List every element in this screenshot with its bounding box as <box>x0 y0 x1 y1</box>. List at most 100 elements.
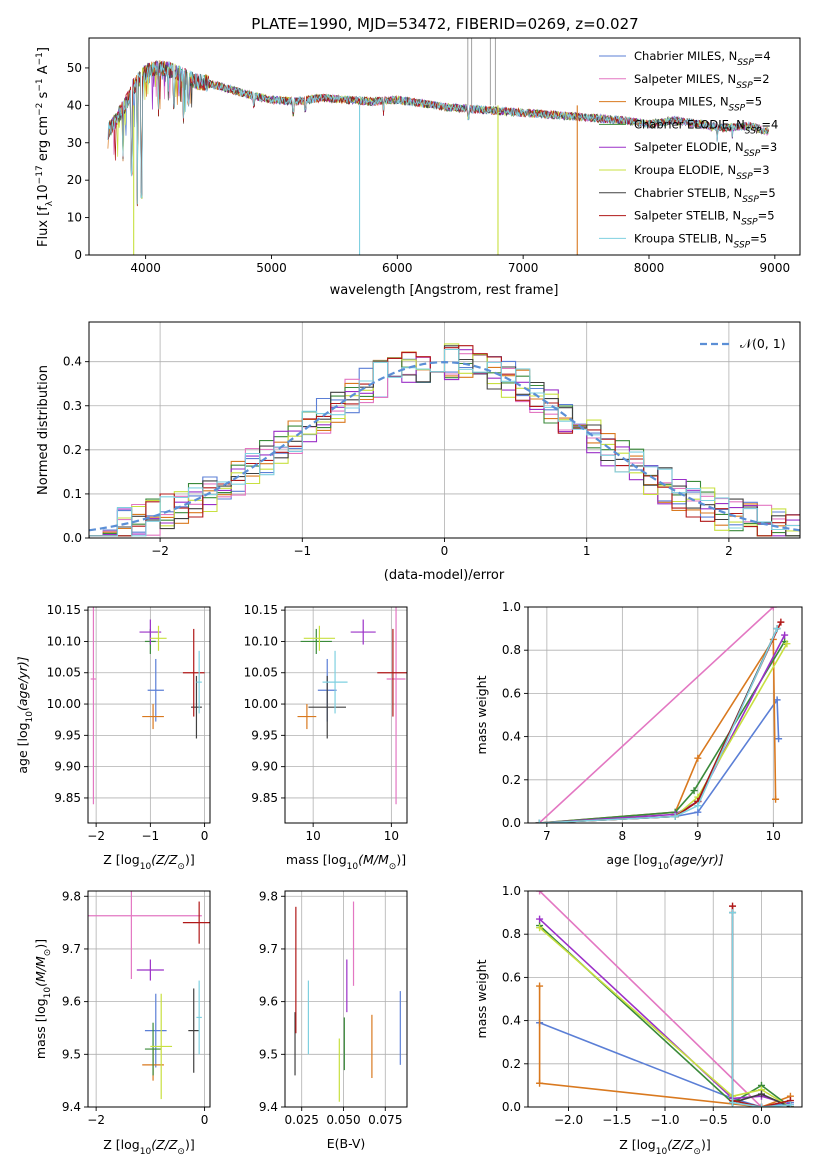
y-tick-label: 0.6 <box>502 970 521 984</box>
y-tick-label: 9.7 <box>259 942 278 956</box>
spectrum-plot: 4000 5000 6000 7000 8000 9000 0 10 20 30 40 50 wavel… <box>35 37 801 298</box>
x-tick-label: 10 <box>766 829 781 843</box>
x-tick-label: 8 <box>619 829 627 843</box>
mass-weight-line <box>539 634 786 823</box>
plot-area <box>89 343 800 538</box>
mass-weight-vs-metallicity-plot: −2.0 −1.5 −1.0 −0.5 0.0 0.0 0.2 0.4 0.6 0.8 1.0 Z [… <box>474 884 803 1157</box>
y-axis-label: mass [log10(M/M⊙)] <box>33 939 53 1059</box>
legend-label: Chabrier STELIB, NSSP=5 <box>634 186 776 205</box>
mass-weight-line <box>539 621 782 823</box>
mass-weight-marker <box>671 813 679 821</box>
y-axis-label: age [log10(age/yr)] <box>15 656 35 773</box>
x-tick-label: 7000 <box>508 261 539 275</box>
y-axis-label: mass weight <box>474 675 489 754</box>
spectrum-line <box>107 61 769 205</box>
legend-label: 𝒩(0, 1) <box>740 336 786 351</box>
mass-weight-marker <box>535 819 543 823</box>
x-tick-label: 0.050 <box>326 1113 360 1127</box>
spectrum-line <box>107 61 769 207</box>
x-tick-label: −0.5 <box>699 1113 728 1127</box>
x-tick-label: 1 <box>583 544 591 558</box>
y-tick-label: 9.5 <box>62 1047 81 1061</box>
y-tick-label: 9.85 <box>54 791 81 805</box>
mass-weight-marker <box>769 607 777 611</box>
mass-weight-line <box>539 927 791 1107</box>
y-tick-label: 9.6 <box>62 995 81 1009</box>
legend-label: Kroupa ELODIE, NSSP=3 <box>634 163 770 182</box>
y-tick-label: 0.2 <box>502 773 521 787</box>
mass-weight-vs-age-plot: 7 8 9 10 0.0 0.2 0.4 0.6 0.8 1.0 age [log10(age/yr… <box>474 600 803 872</box>
legend-label: Salpeter STELIB, NSSP=5 <box>634 209 775 228</box>
mass-weight-marker <box>729 1099 737 1107</box>
y-tick-label: 50 <box>67 61 82 75</box>
x-axis-label: Z [log10(Z/Z⊙)] <box>103 1137 194 1157</box>
y-tick-label: 10.05 <box>244 666 278 680</box>
x-tick-label: −1 <box>142 829 160 843</box>
legend-label: Salpeter MILES, NSSP=2 <box>634 72 770 91</box>
normal-curve <box>89 360 800 532</box>
y-tick-label: 10.10 <box>244 634 278 648</box>
x-tick-label: 10 <box>384 829 399 843</box>
x-tick-label: 4000 <box>130 261 161 275</box>
x-tick-label: 2 <box>725 544 733 558</box>
mass-vs-metallicity-plot: −2 0 9.4 9.5 9.6 9.7 9.8 Z [log10(Z/Z⊙)] mass [l… <box>33 889 211 1157</box>
x-tick-label: −2 <box>87 829 105 843</box>
y-tick-label: 0 <box>74 248 82 262</box>
mass-weight-marker <box>536 982 544 990</box>
y-tick-label: 10.00 <box>244 697 278 711</box>
axes-frame <box>88 37 801 256</box>
mass-weight-line <box>539 925 791 1107</box>
mass-weight-line <box>539 628 778 823</box>
y-tick-label: 10.00 <box>47 697 81 711</box>
x-tick-label: 10 <box>306 829 321 843</box>
x-tick-label: 8000 <box>634 261 665 275</box>
mass-weight-marker <box>729 902 737 910</box>
y-tick-label: 20 <box>67 173 82 187</box>
x-axis-label: Z [log10(Z/Z⊙)] <box>103 852 194 872</box>
age-vs-mass-plot: 10 10 9.85 9.90 9.95 10.00 10.05 10.10 10.15 mass… <box>244 603 408 872</box>
mass-vs-ebv-plot: 0.025 0.050 0.075 9.4 9.5 9.6 9.7 9.8 E(B-V) <box>259 889 408 1151</box>
y-tick-label: 10 <box>67 211 82 225</box>
x-axis-label: (data-model)/error <box>384 568 505 583</box>
mass-weight-marker <box>694 802 702 810</box>
mass-weight-line <box>539 636 777 823</box>
x-axis-label: E(B-V) <box>327 1136 366 1151</box>
mass-weight-marker <box>690 787 698 795</box>
mass-weight-line <box>539 628 778 823</box>
y-tick-label: 9.8 <box>62 889 81 903</box>
y-tick-label: 1.0 <box>502 600 521 614</box>
y-tick-label: 9.5 <box>259 1047 278 1061</box>
y-tick-label: 9.95 <box>251 728 278 742</box>
x-tick-label: 0.025 <box>285 1113 319 1127</box>
axes-frame <box>284 606 408 824</box>
age-vs-metallicity-plot: −2 −1 0 9.85 9.90 9.95 10.00 10.05 10.10 10.15 Z [… <box>15 603 211 872</box>
x-tick-label: −1 <box>293 544 311 558</box>
mass-weight-marker <box>772 795 780 803</box>
mass-weight-marker <box>536 915 544 923</box>
y-tick-label: 0.0 <box>502 816 521 830</box>
x-axis-label: mass [log10(M/M⊙)] <box>286 852 406 872</box>
mass-weight-marker <box>694 808 702 816</box>
y-tick-label: 0.6 <box>502 686 521 700</box>
y-axis-label: Flux [fλ10−17 erg cm−2 s−1 A−1] <box>35 47 55 247</box>
mass-weight-line <box>538 607 774 823</box>
y-tick-label: 0.3 <box>63 399 82 413</box>
plot-area <box>294 901 401 1102</box>
y-tick-label: 0.4 <box>502 1014 521 1028</box>
axes-frame <box>87 890 211 1108</box>
legend-label: Salpeter ELODIE, NSSP=3 <box>634 140 777 159</box>
y-tick-label: 9.4 <box>62 1100 81 1114</box>
mass-weight-marker <box>777 618 785 626</box>
axes-frame <box>527 606 803 824</box>
x-tick-label: 0 <box>441 544 449 558</box>
x-tick-label: 7 <box>543 829 551 843</box>
mass-weight-line <box>539 641 786 823</box>
y-tick-label: 0.8 <box>502 643 521 657</box>
y-tick-label: 9.7 <box>62 942 81 956</box>
x-tick-label: −1.0 <box>650 1113 679 1127</box>
y-tick-label: 30 <box>67 136 82 150</box>
x-tick-label: −2 <box>87 1113 105 1127</box>
x-tick-label: 0.0 <box>752 1113 771 1127</box>
y-tick-label: 10.05 <box>47 666 81 680</box>
y-tick-label: 0.0 <box>502 1100 521 1114</box>
